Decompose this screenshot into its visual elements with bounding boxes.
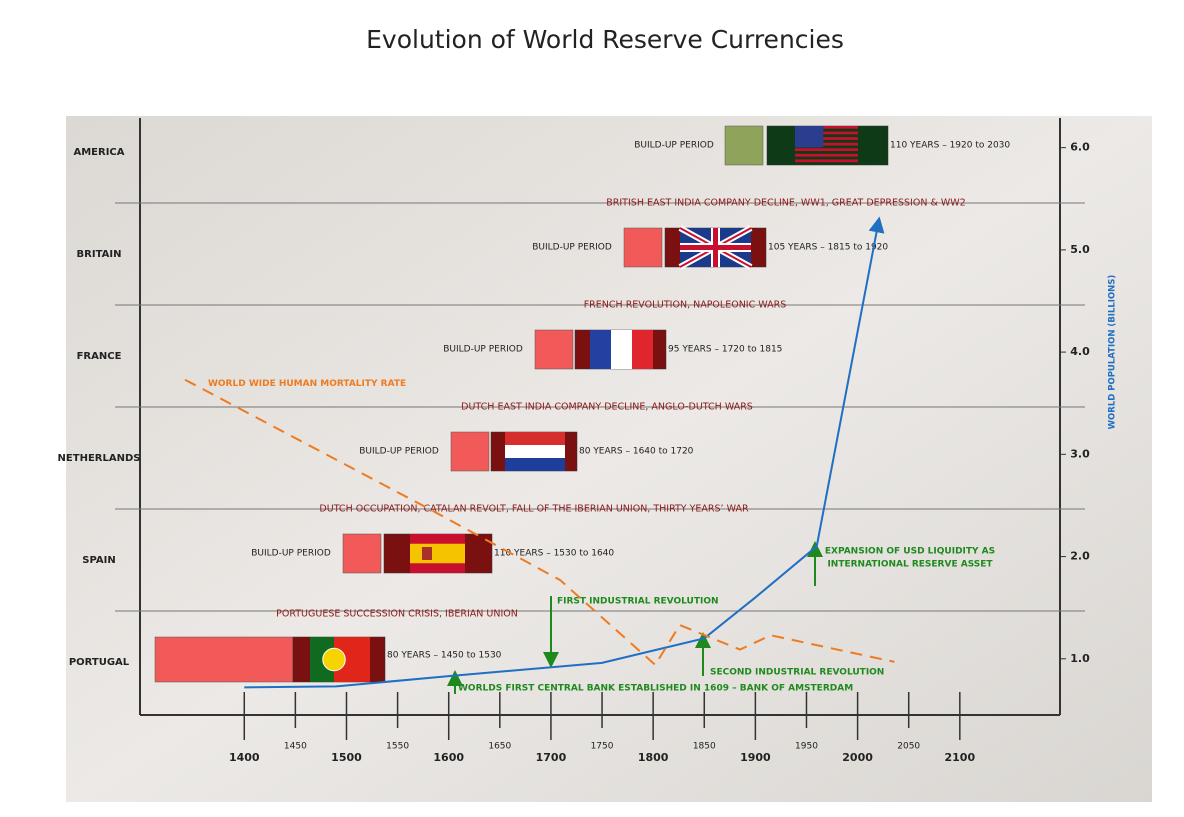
period-label: 105 YEARS – 1815 to 1920: [768, 243, 888, 253]
row-label: BRITAIN: [77, 249, 122, 260]
background: [66, 116, 1152, 802]
row-label: FRANCE: [77, 351, 122, 362]
y2-tick-label: 6.0: [1070, 141, 1090, 154]
flag-part: [611, 330, 632, 369]
annotation-label: SECOND INDUSTRIAL REVOLUTION: [710, 668, 884, 678]
buildup-box: [154, 636, 294, 683]
x-tick-label: 1400: [229, 751, 260, 764]
buildup-label: BUILD-UP PERIOD: [634, 141, 714, 151]
mortality-line: [184, 378, 895, 667]
buildup-label: BUILD-UP PERIOD: [251, 549, 331, 559]
buildup-box: [342, 533, 382, 574]
currency-row: NETHERLANDS BUILD-UP PERIOD 80 YEARS – 164…: [58, 431, 694, 472]
flag-part: [422, 547, 432, 560]
flag-part: [505, 458, 565, 471]
event-label: DUTCH OCCUPATION, CATALAN REVOLT, FALL O…: [319, 504, 749, 515]
event-label: BRITISH EAST INDIA COMPANY DECLINE, WW1,…: [606, 198, 965, 209]
period-label: 110 YEARS – 1530 to 1640: [494, 549, 614, 559]
flag-part: [795, 137, 858, 140]
period-label: 110 YEARS – 1920 to 2030: [890, 141, 1010, 151]
buildup-box: [724, 125, 764, 166]
x-tick-label: 1550: [386, 742, 409, 752]
row-label: PORTUGAL: [69, 657, 130, 668]
flag-part: [795, 153, 858, 157]
population-line: [244, 216, 885, 689]
x-tick-label: 1950: [795, 742, 818, 752]
buildup-label: BUILD-UP PERIOD: [359, 447, 439, 457]
flag-part: [680, 228, 751, 267]
flag-part: [632, 330, 653, 369]
flag-part: [795, 126, 824, 148]
annotation-label: WORLDS FIRST CENTRAL BANK ESTABLISHED IN…: [458, 684, 853, 694]
period-label: 95 YEARS – 1720 to 1815: [668, 345, 782, 355]
row-label: AMERICA: [73, 147, 124, 158]
annotation-label: EXPANSION OF USD LIQUIDITY AS: [825, 547, 995, 557]
x-tick-label: 2050: [897, 742, 920, 752]
flag-part: [505, 445, 565, 458]
currency-row: BRITAIN BUILD-UP PERIOD 105 YEARS – 1815 t…: [77, 225, 888, 270]
currency-row: FRANCE BUILD-UP PERIOD 95 YEARS – 1720 to …: [77, 329, 782, 370]
flag-part: [795, 126, 858, 129]
row-label: SPAIN: [82, 555, 115, 566]
row-label: NETHERLANDS: [58, 453, 141, 464]
x-tick-label: 2100: [945, 751, 976, 764]
currency-row: PORTUGAL 80 YEARS – 1450 to 1530: [69, 636, 502, 683]
buildup-box: [623, 227, 663, 268]
event-label: DUTCH EAST INDIA COMPANY DECLINE, ANGLO-…: [461, 402, 753, 413]
period-label: 80 YEARS – 1450 to 1530: [387, 651, 502, 661]
buildup-label: BUILD-UP PERIOD: [443, 345, 523, 355]
buildup-box: [534, 329, 574, 370]
flag-part: [795, 148, 858, 152]
period-label: 80 YEARS – 1640 to 1720: [579, 447, 694, 457]
flag-part: [795, 131, 858, 135]
y2-axis-label: WORLD POPULATION (BILLIONS): [1108, 275, 1118, 430]
flag-part: [505, 432, 565, 445]
y2-tick-label: 3.0: [1070, 447, 1090, 460]
event-label: FRENCH REVOLUTION, NAPOLEONIC WARS: [584, 300, 787, 311]
x-tick-label: 1500: [331, 751, 362, 764]
annotation-label: INTERNATIONAL RESERVE ASSET: [827, 560, 993, 570]
y2-tick-label: 5.0: [1070, 243, 1090, 256]
buildup-box: [450, 431, 490, 472]
event-label: PORTUGUESE SUCCESSION CRISIS, IBERIAN UN…: [276, 609, 518, 620]
flag-part: [590, 330, 611, 369]
x-tick-label: 1800: [638, 751, 669, 764]
y2-tick-label: 4.0: [1070, 345, 1090, 358]
x-tick-label: 1450: [284, 742, 307, 752]
currency-row: SPAIN BUILD-UP PERIOD 110 YEARS – 1530 to …: [82, 533, 614, 574]
annotation-label: FIRST INDUSTRIAL REVOLUTION: [557, 597, 719, 607]
flag-part: [795, 159, 858, 163]
x-tick-label: 1650: [488, 742, 511, 752]
y2-tick-label: 1.0: [1070, 652, 1090, 665]
annotation-arrows: [447, 541, 823, 694]
x-tick-label: 1750: [591, 742, 614, 752]
currency-row: AMERICA BUILD-UP PERIOD 110 YEARS – 1920 t…: [73, 125, 1010, 166]
title: Evolution of World Reserve Currencies: [366, 25, 844, 54]
y2-tick-label: 2.0: [1070, 550, 1090, 563]
x-tick-label: 1900: [740, 751, 771, 764]
flag-part: [795, 142, 858, 146]
buildup-label: BUILD-UP PERIOD: [532, 243, 612, 253]
flag-part: [410, 543, 465, 564]
x-tick-label: 1600: [433, 751, 464, 764]
separators: [115, 202, 1085, 612]
flag-part: [322, 647, 346, 672]
series-label: WORLD WIDE HUMAN MORTALITY RATE: [208, 379, 406, 389]
x-tick-label: 2000: [842, 751, 873, 764]
x-tick-label: 1850: [693, 742, 716, 752]
x-tick-label: 1700: [536, 751, 567, 764]
